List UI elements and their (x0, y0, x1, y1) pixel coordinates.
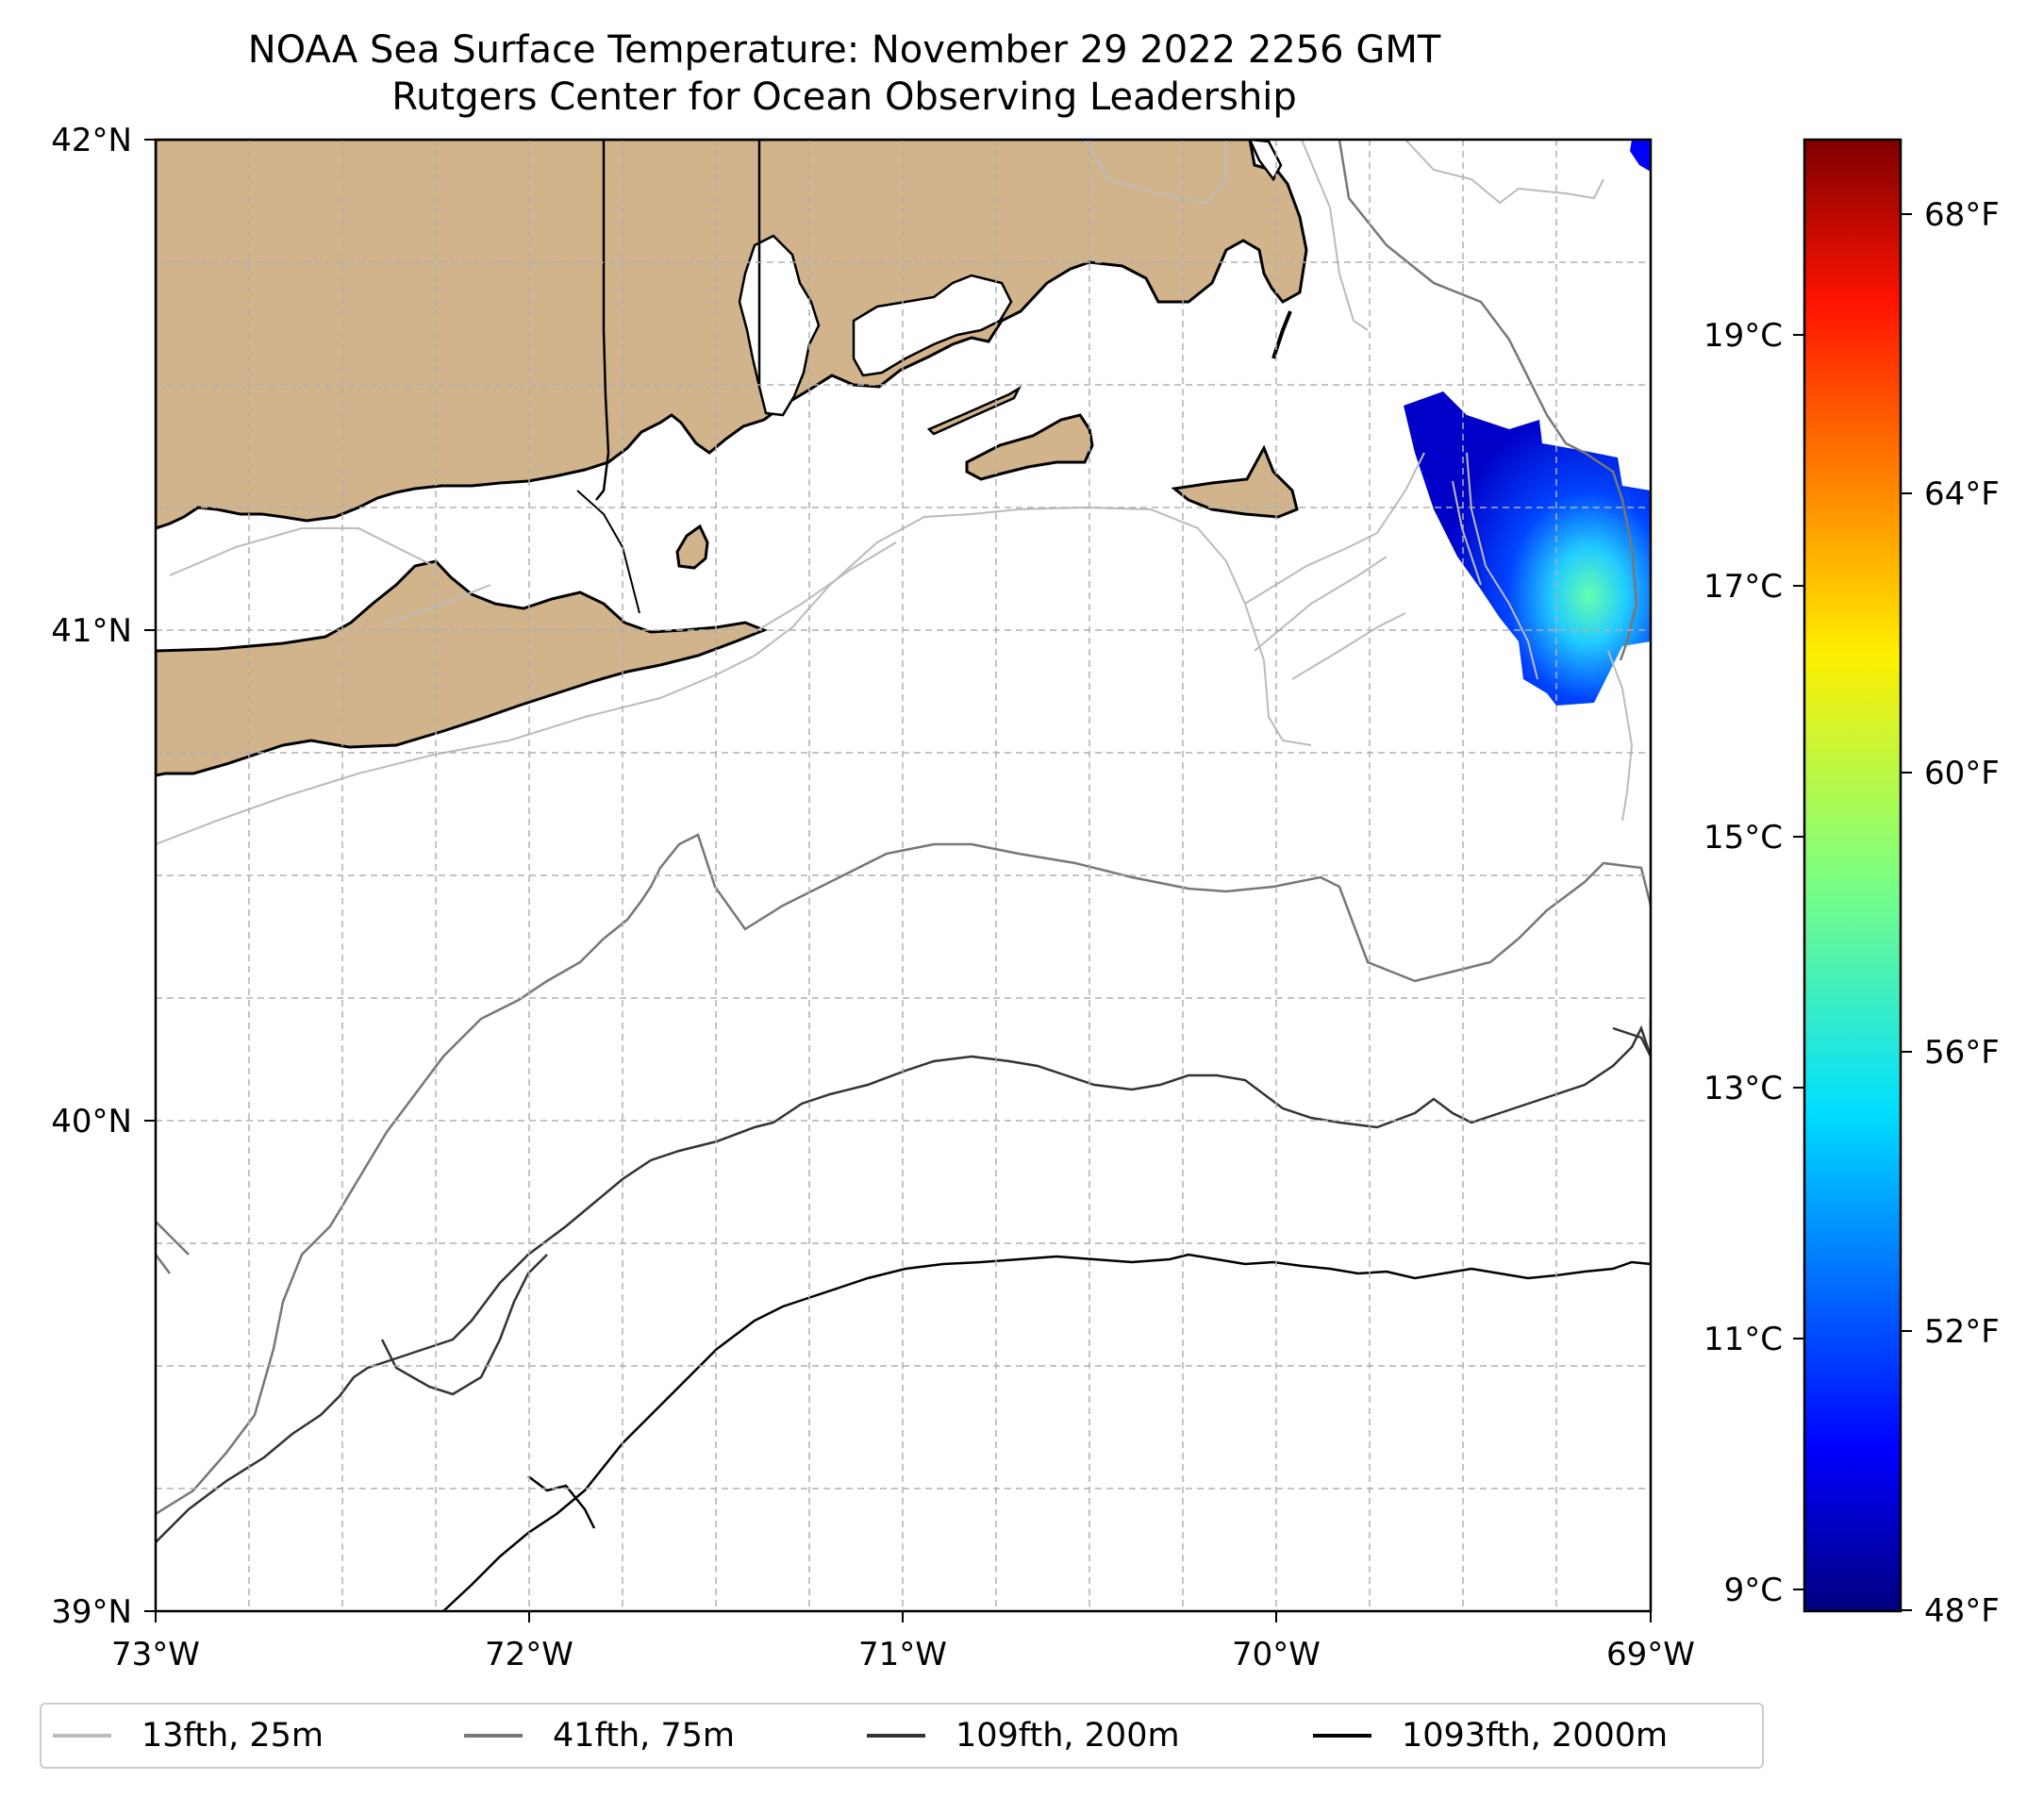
axis-ticks (144, 139, 1652, 1622)
colorbar-c-tick-11: 11°C (1703, 1321, 1783, 1358)
ferry-line (576, 490, 640, 614)
isobath-25m (156, 140, 1634, 845)
land-marthas-vineyard (965, 413, 1094, 481)
sst-data-patch (1404, 391, 1651, 706)
legend-item-75m: 41fth, 75m (464, 1705, 735, 1767)
y-tick-39n: 39°N (51, 1593, 132, 1631)
x-tick-72w: 72°W (485, 1636, 573, 1673)
colorbar-c-tick-13: 13°C (1703, 1070, 1783, 1107)
legend-label-2000m: 1093fth, 2000m (1402, 1717, 1669, 1755)
colorbar-f-tick-64: 64°F (1924, 475, 2000, 513)
x-tick-69w: 69°W (1606, 1636, 1695, 1673)
legend-label-25m: 13fth, 25m (141, 1717, 324, 1755)
legend-line-200m (867, 1734, 925, 1738)
legend-item-200m: 109fth, 200m (867, 1705, 1180, 1767)
colorbar-f-tick-68: 68°F (1924, 196, 2000, 234)
colorbar-c-tick-9: 9°C (1724, 1572, 1783, 1609)
colorbar-f-tick-48: 48°F (1924, 1592, 2000, 1630)
x-tick-71w: 71°W (858, 1636, 947, 1673)
colorbar-f-tick-52: 52°F (1924, 1313, 2000, 1351)
legend-label-75m: 41fth, 75m (553, 1717, 736, 1755)
colorbar-c-tick-15: 15°C (1703, 819, 1783, 857)
isobath-legend: 13fth, 25m 41fth, 75m 109fth, 200m 1093f… (40, 1703, 1764, 1769)
land-nantucket (1171, 444, 1299, 519)
colorbar-c-tick-17: 17°C (1703, 568, 1783, 606)
legend-line-2000m (1313, 1734, 1371, 1738)
legend-item-25m: 13fth, 25m (53, 1705, 324, 1767)
colorbar-f-tick-60: 60°F (1924, 755, 2000, 792)
x-tick-73w: 73°W (111, 1636, 200, 1673)
state-border (595, 140, 610, 501)
legend-line-75m (464, 1734, 523, 1738)
land-elizabeth-islands (926, 385, 1022, 436)
title-line-2: Rutgers Center for Ocean Observing Leade… (391, 75, 1297, 119)
colorbar-f-tick-56: 56°F (1924, 1034, 2000, 1072)
map-title: NOAA Sea Surface Temperature: November 2… (0, 26, 1688, 121)
legend-item-2000m: 1093fth, 2000m (1313, 1705, 1668, 1767)
land-long-island (156, 559, 769, 777)
isobath-200m (156, 1019, 1651, 1543)
x-tick-70w: 70°W (1232, 1636, 1321, 1673)
y-tick-42n: 42°N (51, 122, 132, 159)
buzzards-bay (852, 274, 1013, 377)
grid-lines (156, 140, 1651, 1611)
legend-line-25m (53, 1734, 111, 1738)
cape-cod-interior (1248, 140, 1283, 182)
title-line-1: NOAA Sea Surface Temperature: November 2… (247, 28, 1441, 72)
land-block-island (675, 524, 709, 570)
isobath-2000m (442, 1253, 1651, 1611)
colorbar-ticks (1793, 213, 1912, 1611)
land-mainland (156, 140, 1308, 530)
y-tick-41n: 41°N (51, 612, 132, 650)
colorbar (1803, 138, 1903, 1613)
legend-label-200m: 109fth, 200m (956, 1717, 1180, 1755)
colorbar-c-tick-19: 19°C (1703, 317, 1783, 355)
map-figure: 73°W 72°W 71°W 70°W 69°W 42°N 41°N 40°N … (51, 122, 2000, 1673)
y-tick-40n: 40°N (51, 1103, 132, 1140)
sst-data-patch-top (1630, 140, 1651, 172)
